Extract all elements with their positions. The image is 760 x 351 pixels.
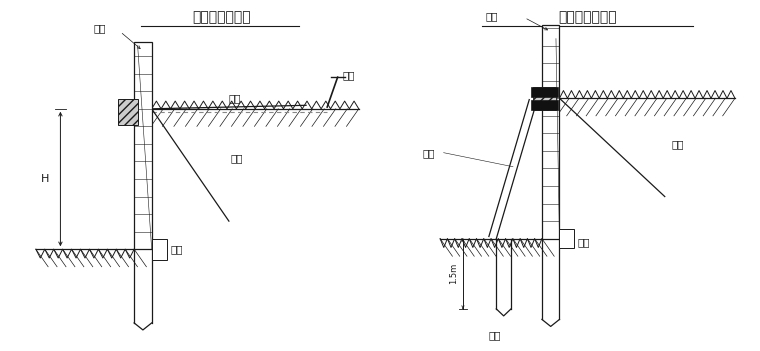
Bar (119, 99, 138, 126)
Bar (559, 229, 574, 249)
Bar (531, 87, 558, 97)
Text: H: H (40, 174, 49, 184)
Text: 斜撑: 斜撑 (423, 148, 435, 158)
Text: 填土: 填土 (230, 153, 243, 163)
Text: 挡板: 挡板 (577, 237, 590, 247)
Bar (534, 87, 556, 110)
Text: 桩柱: 桩柱 (486, 11, 499, 21)
Text: 拉杆: 拉杆 (229, 93, 242, 103)
Text: 桩柱: 桩柱 (93, 23, 106, 33)
Text: 锚固支撑示意图: 锚固支撑示意图 (192, 11, 252, 25)
Bar (152, 239, 167, 260)
Text: 斜柱支撑示意图: 斜柱支撑示意图 (559, 11, 617, 25)
Bar (542, 25, 559, 239)
Text: 撑桩: 撑桩 (488, 330, 501, 340)
Text: 填土: 填土 (672, 139, 684, 149)
Bar (134, 42, 152, 249)
Text: 1.5m: 1.5m (448, 263, 458, 284)
Text: 挡板: 挡板 (171, 244, 183, 254)
Text: 锚桩: 锚桩 (343, 71, 356, 80)
Bar (531, 100, 558, 110)
